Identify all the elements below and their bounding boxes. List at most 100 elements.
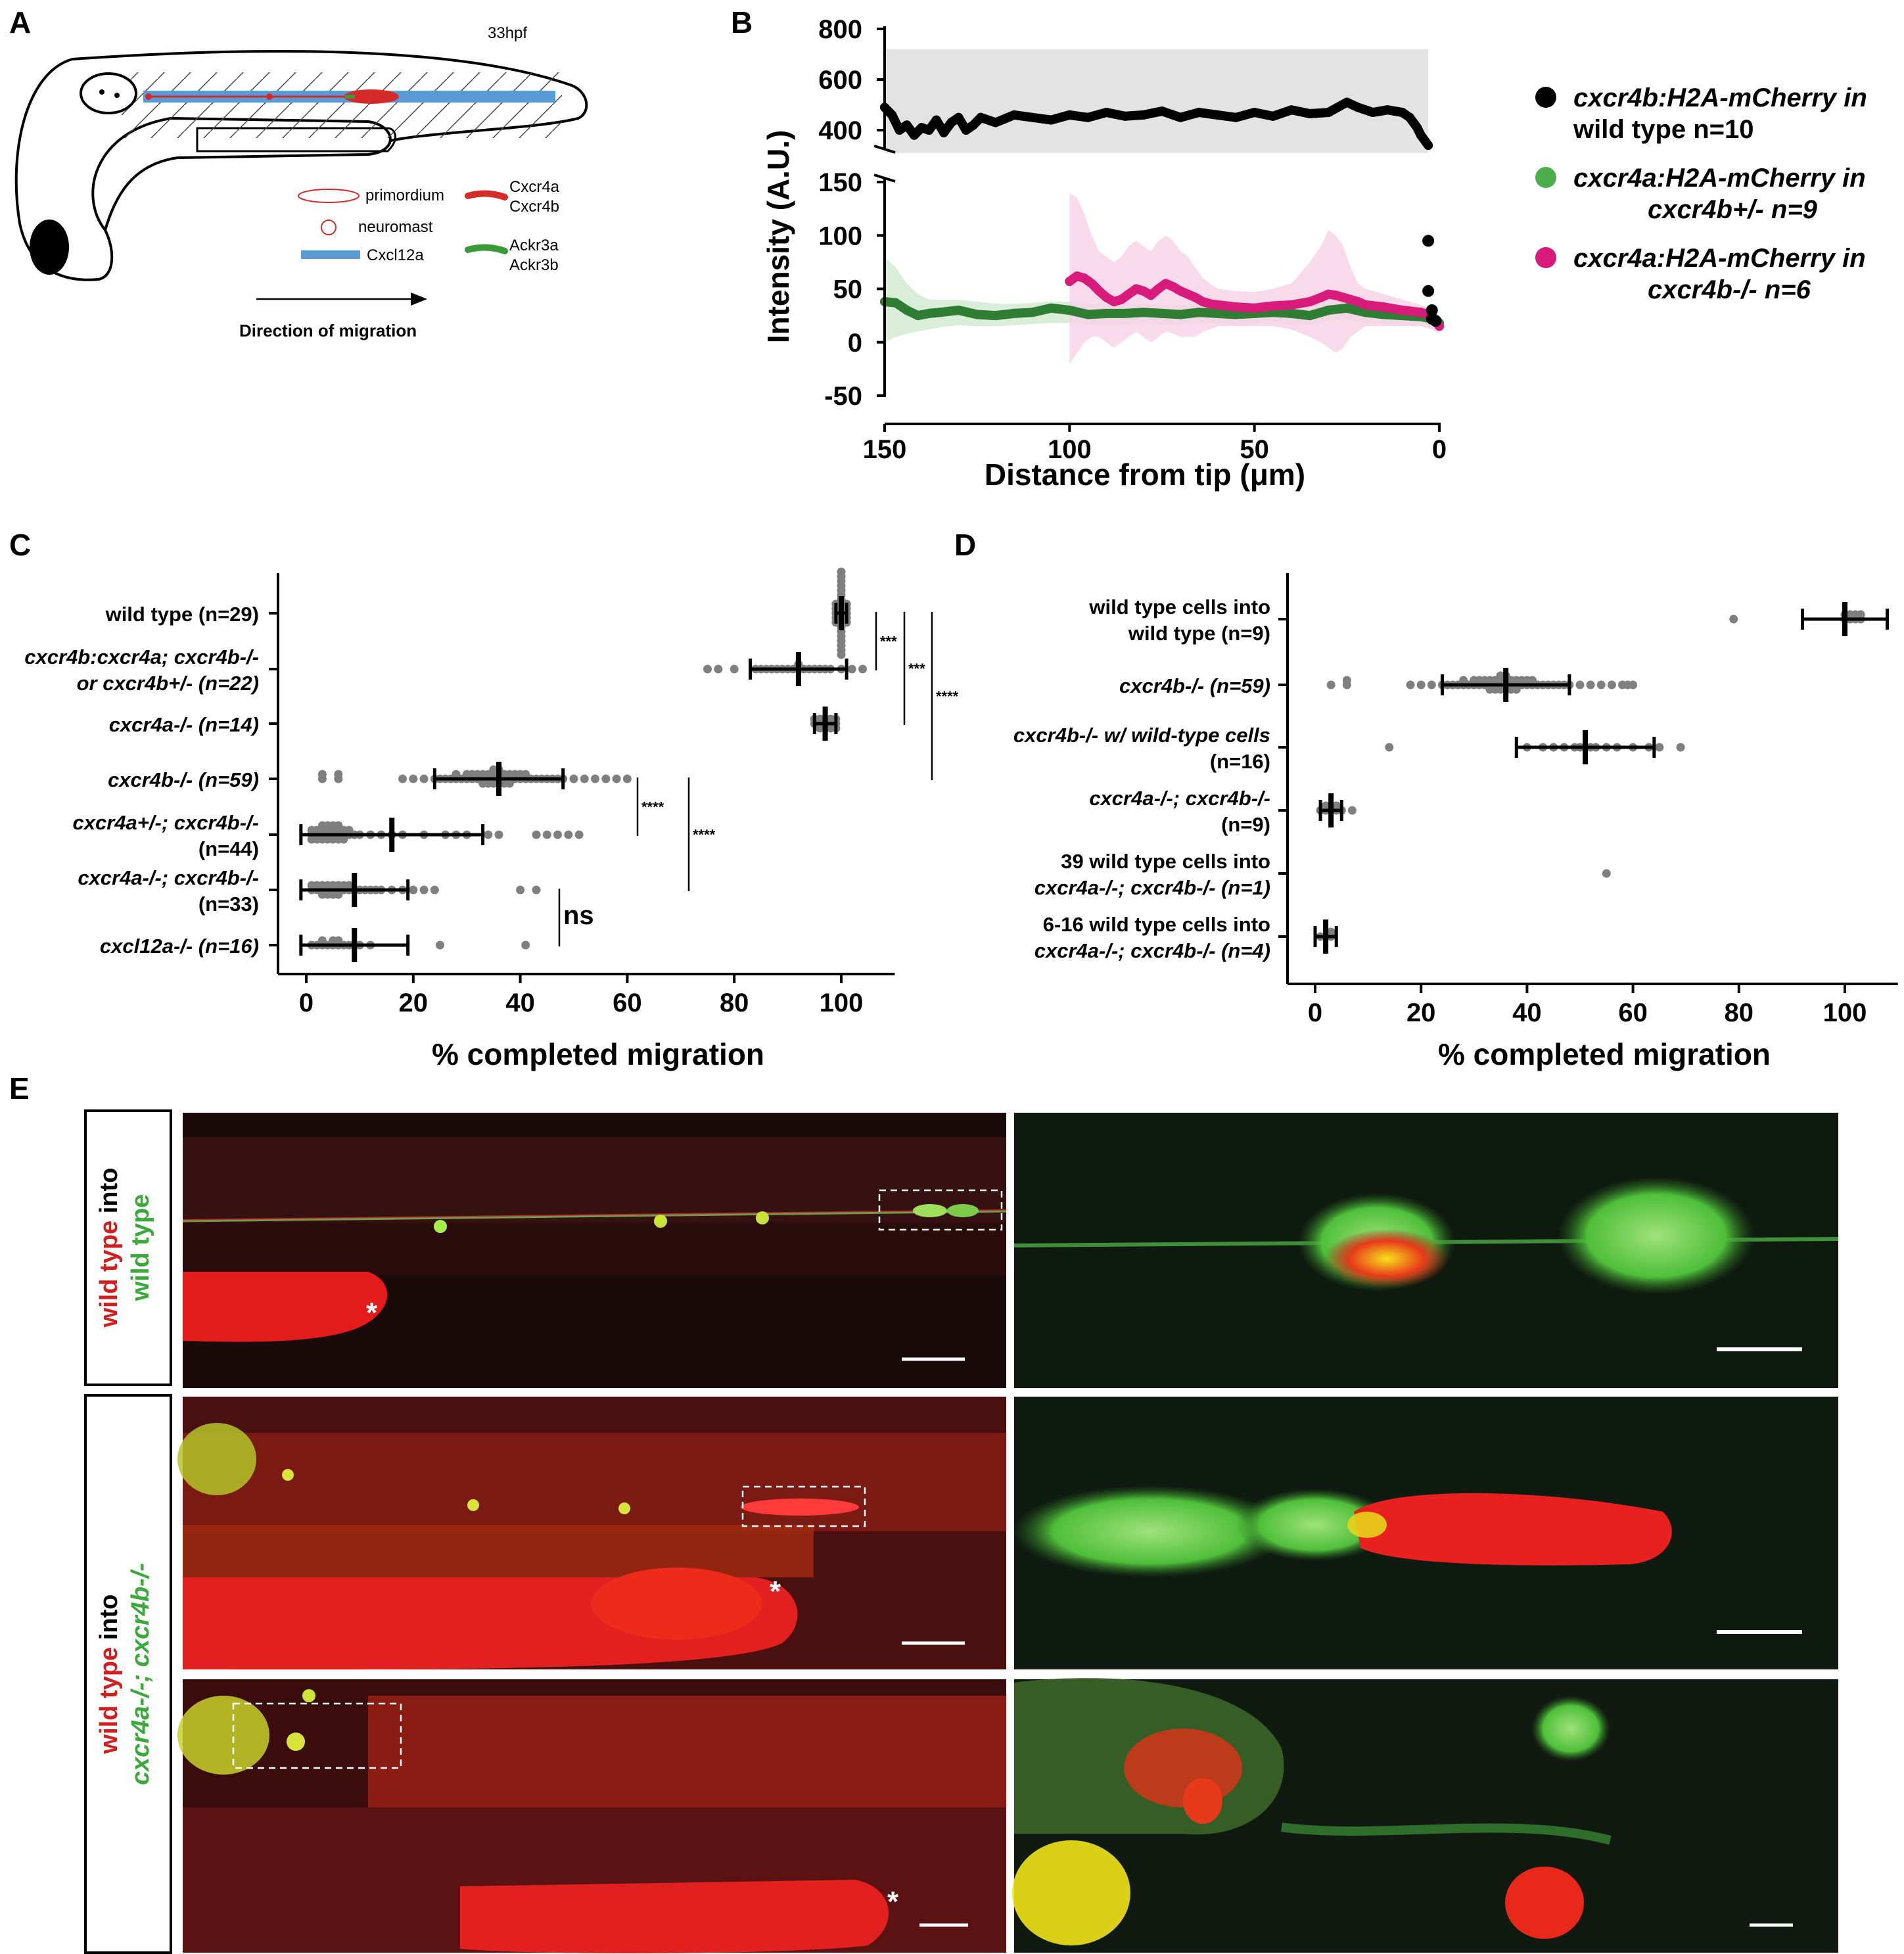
panel-label-b: B [731, 5, 753, 39]
panel-label-a: A [9, 5, 31, 39]
row1-label-line2: wild type [127, 1194, 154, 1302]
panel-d-mean-sd-bars [1313, 602, 1889, 954]
series-3-point [1268, 301, 1278, 311]
significance-label: **** [641, 799, 664, 816]
series-1-point [976, 112, 986, 122]
c-data-point [612, 774, 621, 783]
stage-label: 33hpf [488, 24, 527, 42]
c-category-label: (n=33) [198, 893, 259, 916]
row2-label-red: wild type [95, 1647, 123, 1755]
series-2-line [880, 297, 1444, 328]
series-1-tip-point [1422, 235, 1435, 247]
c-data-point [484, 830, 493, 839]
series-1-point [1353, 103, 1363, 112]
axis-break-mark [873, 145, 896, 154]
d-data-point [1655, 743, 1664, 752]
c-data-point [419, 774, 429, 783]
migration-direction-label: Direction of migration [239, 321, 417, 340]
series-2-point [1138, 308, 1148, 317]
c-data-point [436, 941, 444, 950]
d-category-label: 39 wild type cells into [1061, 850, 1270, 873]
series-3-point [1102, 292, 1111, 302]
panel-d-category-labels: wild type cells into wild type (n=9) cxcr4… [1013, 595, 1270, 962]
series-1-point [1231, 112, 1241, 122]
c-data-point [580, 774, 589, 783]
series-2-point [924, 308, 934, 318]
panel-c-axes: 0 20 40 60 80 100 [269, 573, 895, 1017]
series-1-point [969, 120, 979, 130]
d-data-point [1416, 680, 1426, 689]
row1-label-box [84, 1109, 172, 1386]
panel-a-schematic: 33hpf primordium neuromast Cxcl12a Cxcr4… [14, 24, 588, 340]
primordium-legend-icon [298, 189, 360, 203]
panel-label-d: D [954, 528, 976, 562]
legend-cxcr4b: Cxcr4b [509, 198, 559, 216]
d-x-tick-label: 100 [1823, 998, 1867, 1027]
series-1-point [1157, 106, 1167, 116]
y-tick-label: 600 [818, 66, 862, 95]
c-data-point [494, 830, 503, 839]
c-category-label: cxcr4b:cxcr4a; cxcr4b-/- [24, 645, 259, 668]
legend-series-3-line1: cxcr4a:H2A-mCherry in [1573, 244, 1866, 273]
c-data-point [601, 774, 611, 783]
legend-cxcl12a: Cxcl12a [367, 246, 424, 264]
legend-primordium: primordium [365, 187, 444, 204]
d-data-point [1326, 680, 1335, 689]
d-x-tick-label: 40 [1512, 998, 1542, 1027]
series-1-point [1083, 112, 1093, 122]
panel-b-series-lines [880, 97, 1444, 331]
series-3-point [1153, 284, 1163, 294]
x-tick-label: 150 [863, 435, 907, 464]
y-tick-label: 150 [818, 168, 862, 197]
significance-label: **** [936, 688, 959, 705]
series-2-point [1102, 308, 1111, 318]
series-2-point [1176, 310, 1186, 319]
d-category-label: (n=16) [1210, 750, 1270, 773]
d-data-point [1596, 680, 1606, 689]
c-data-point [532, 885, 541, 895]
c-data-point [521, 941, 530, 950]
d-data-point [1729, 615, 1738, 624]
d-data-point [1427, 680, 1436, 689]
y-tick-label: 0 [848, 329, 862, 358]
series-1-point [1249, 108, 1259, 118]
series-1-point [917, 123, 927, 133]
d-category-label: cxcr4a-/-; cxcr4b-/- (n=4) [1034, 939, 1270, 962]
c-category-label: cxcr4b-/- (n=59) [108, 768, 259, 791]
series-3-point [1168, 282, 1178, 292]
c-data-point [553, 830, 563, 839]
series-1-point [954, 112, 964, 122]
d-data-point [1575, 680, 1585, 689]
series-1-point [1424, 141, 1433, 151]
d-category-label: cxcr4b-/- (n=59) [1119, 674, 1270, 697]
d-category-label: (n=9) [1221, 813, 1270, 836]
c-category-label: cxcr4a-/-; cxcr4b-/- [78, 866, 259, 889]
c-x-tick-label: 60 [613, 989, 642, 1017]
ackr3-legend-icon [465, 244, 508, 254]
series-3-point [1316, 292, 1326, 302]
series-1-point [902, 120, 912, 130]
legend-marker-series-2 [1535, 167, 1556, 188]
c-x-tick-label: 80 [720, 989, 749, 1017]
series-1-point [1368, 108, 1378, 118]
series-3-point [1176, 286, 1186, 296]
series-2-point [1342, 303, 1352, 313]
cxcr4-legend-icon [465, 190, 508, 200]
c-data-point [409, 774, 418, 783]
series-3-point [1094, 286, 1104, 296]
row1-label-into: into [95, 1168, 123, 1221]
otolith [99, 89, 104, 95]
c-category-label: cxcr4a+/-; cxcr4b-/- [73, 811, 259, 834]
otolith [114, 93, 120, 98]
d-data-point [1676, 743, 1685, 752]
y-tick-label: 50 [833, 275, 863, 304]
series-1-point [1324, 108, 1334, 118]
significance-label: ns [563, 901, 594, 930]
d-data-point [1602, 869, 1611, 878]
series-1-point [887, 110, 897, 120]
otic-vesicle [80, 72, 137, 114]
c-data-point [569, 774, 578, 783]
series-2-point [935, 308, 945, 317]
legend-neuromast: neuromast [358, 218, 433, 236]
series-3-point [1379, 302, 1389, 312]
